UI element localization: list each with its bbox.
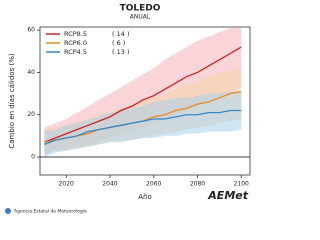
y-tick-label: 40 [27, 69, 35, 76]
y-tick-label: 20 [27, 111, 35, 118]
legend-label: RCP4.5 [64, 48, 87, 56]
x-tick-label: 2040 [102, 181, 117, 188]
series-line [44, 46, 242, 143]
y-tick-label: 0 [31, 154, 35, 161]
x-tick-label: 2080 [190, 181, 205, 188]
legend-count: ( 13 ) [112, 48, 129, 56]
uncertainty-band [44, 91, 242, 158]
series-line [44, 109, 242, 145]
legend-count: ( 14 ) [112, 30, 129, 38]
chart-title: TOLEDO [120, 4, 161, 14]
legend-label: RCP6.0 [64, 39, 87, 47]
y-tick-label: 60 [27, 27, 35, 34]
x-tick-label: 2060 [146, 181, 161, 188]
plot-area [39, 26, 251, 176]
footer: Agencia Estatal de Meteorología [14, 208, 87, 215]
legend-label: RCP8.5 [64, 30, 87, 38]
y-axis-label: Cambio en días cálidos (%) [8, 53, 16, 148]
x-tick-label: 2020 [59, 181, 74, 188]
logo: AEMet [207, 189, 248, 202]
legend-count: ( 6 ) [112, 39, 125, 47]
footer-icon [5, 208, 11, 214]
x-axis-label: Año [138, 193, 152, 201]
chart: TOLEDO ANUAL Cambio en días cálidos (%) … [5, 4, 251, 215]
x-tick-label: 2100 [234, 181, 249, 188]
chart-subtitle: ANUAL [130, 14, 151, 21]
